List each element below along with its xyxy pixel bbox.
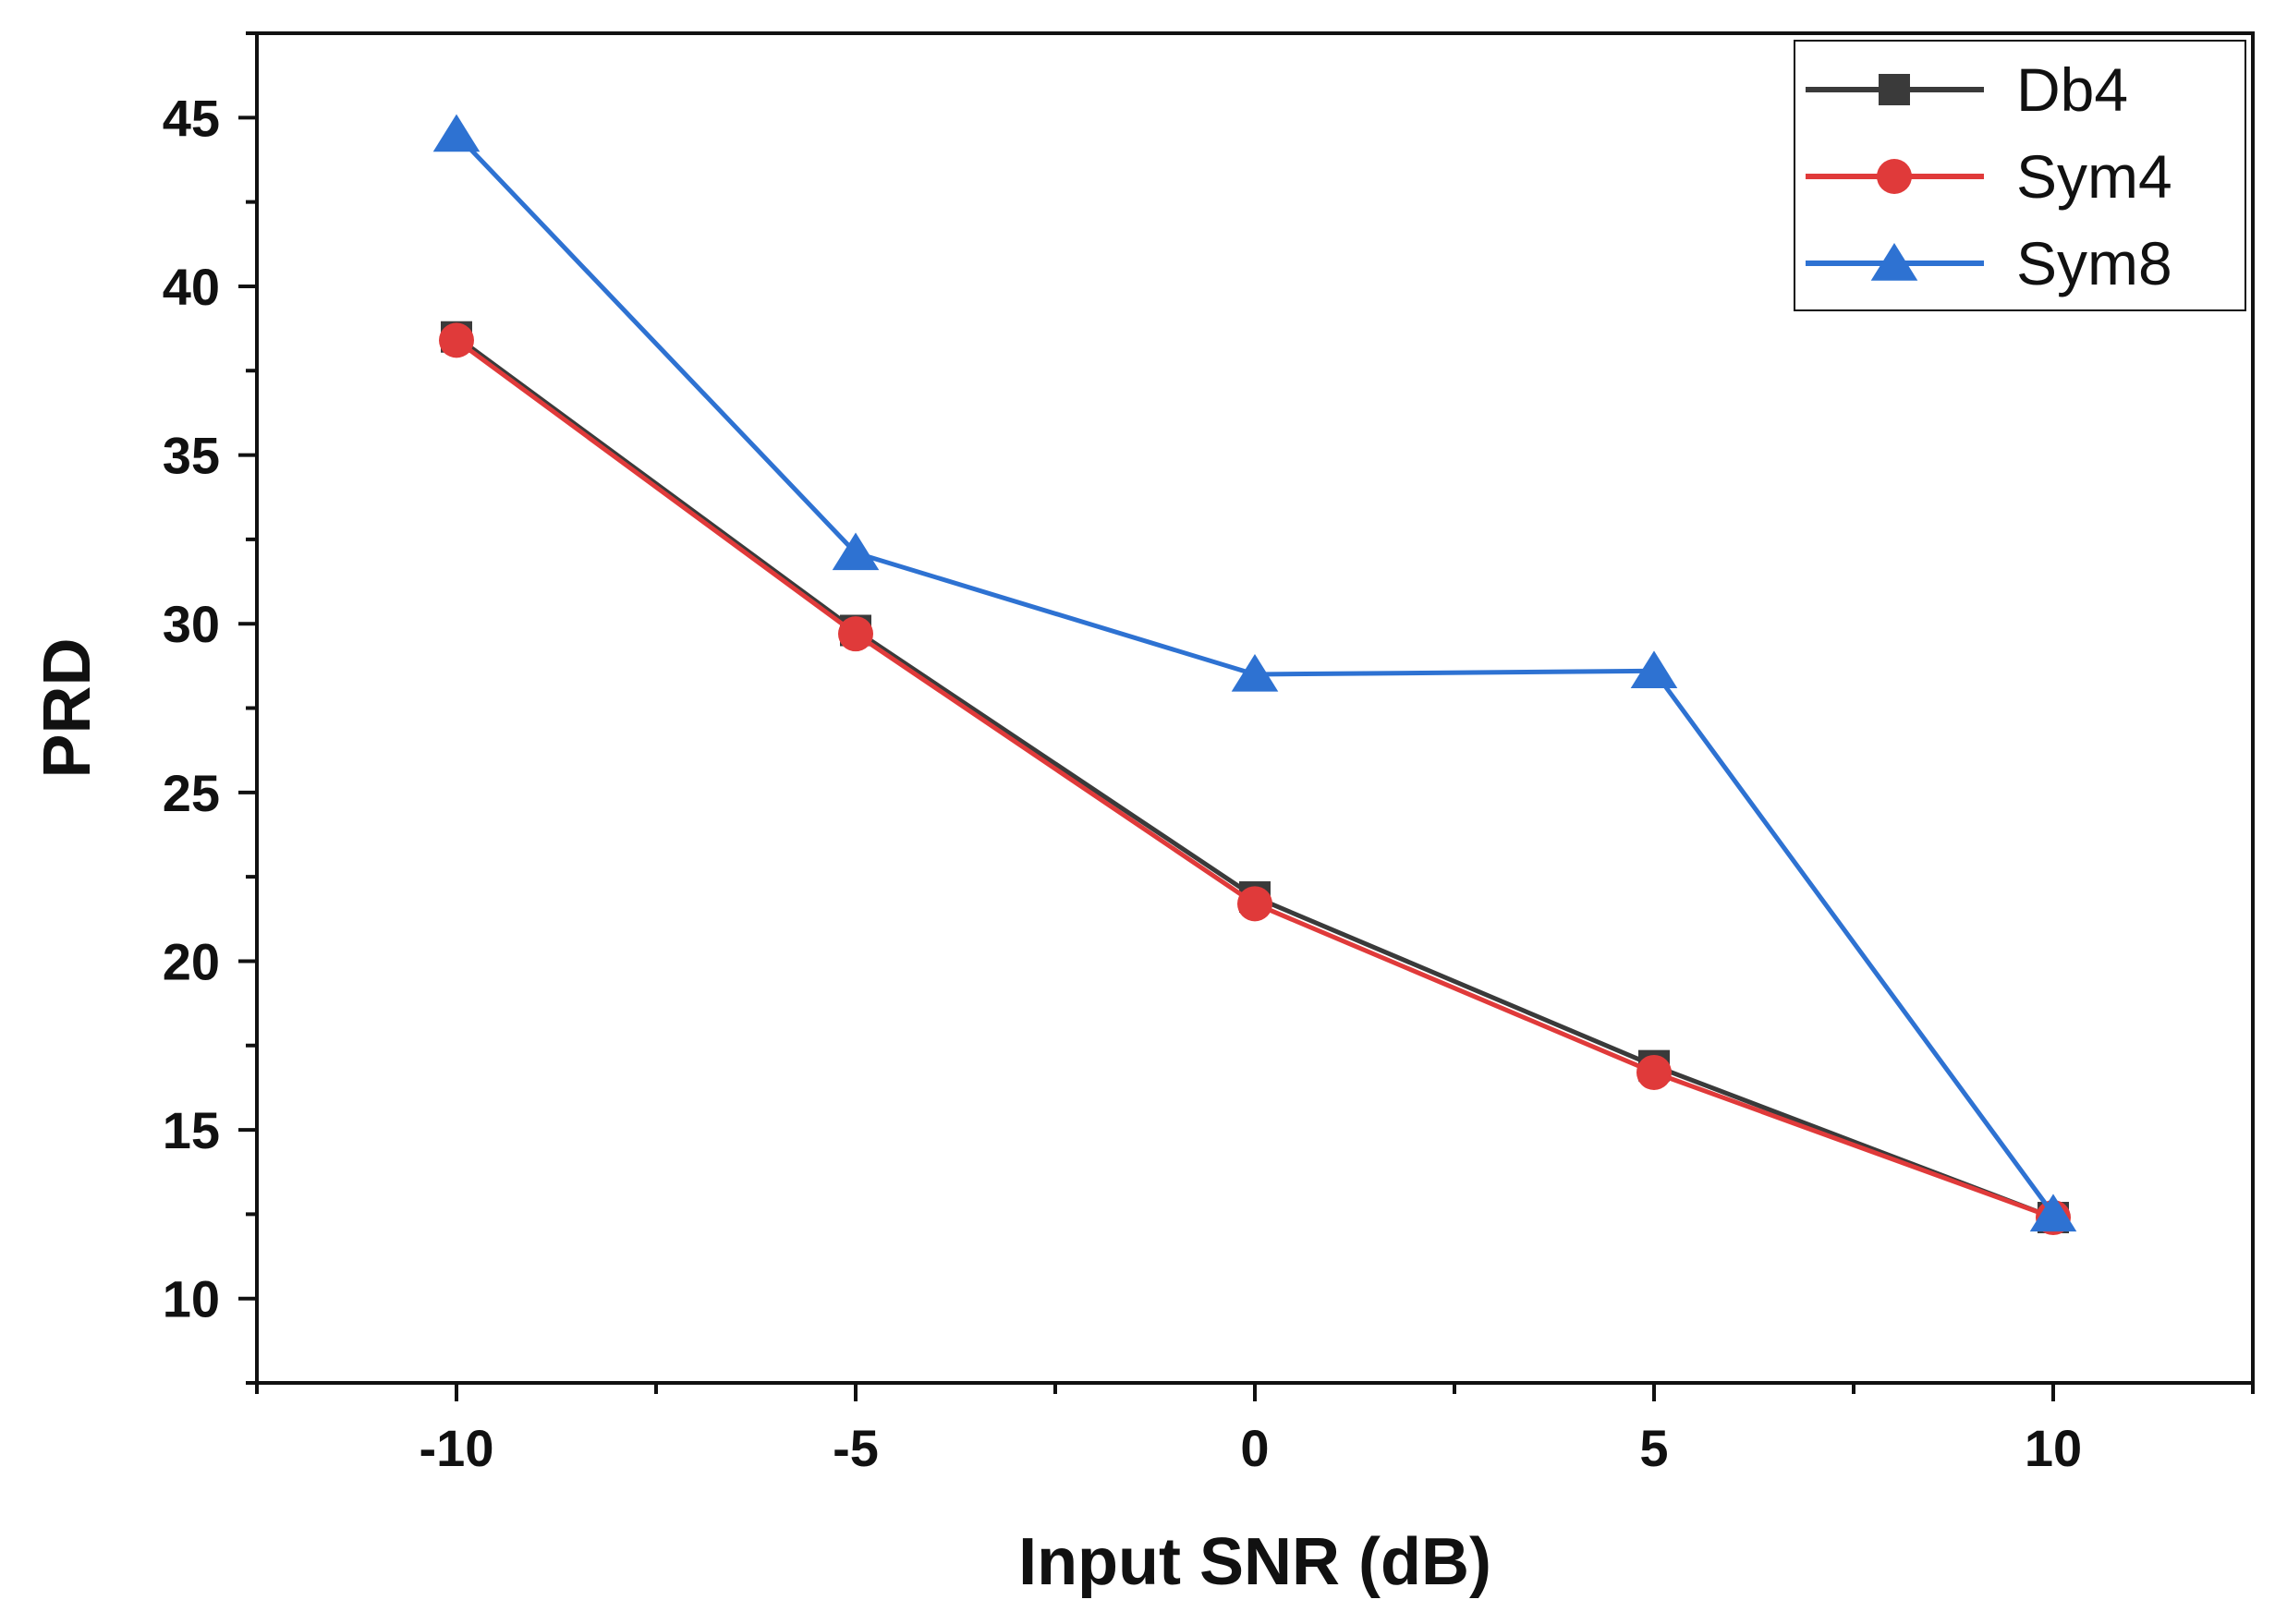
x-axis-ticks: -10 -5 0 5 10 — [255, 1383, 2255, 1477]
legend: Db4 Sym4 Sym8 — [1794, 40, 2246, 311]
data-point-sym8 — [1630, 650, 1678, 689]
data-point-sym4 — [1636, 1054, 1672, 1090]
data-point-sym8 — [832, 532, 880, 571]
legend-marker-sym8 — [1870, 243, 1918, 281]
data-point-sym4 — [838, 616, 873, 652]
series-layer — [432, 114, 2077, 1236]
y-axis-ticks: 10 15 20 25 30 35 40 45 — [163, 31, 257, 1385]
data-point-sym8 — [2029, 1194, 2077, 1232]
y-tick-label: 35 — [163, 427, 220, 485]
y-axis-title: PRD — [30, 637, 104, 778]
legend-entry-sym4: Sym4 — [1806, 142, 2172, 211]
x-tick-label: 10 — [2025, 1419, 2082, 1477]
data-point-sym4 — [439, 322, 474, 358]
legend-marker-sym4 — [1877, 159, 1912, 194]
data-point-sym8 — [432, 114, 481, 152]
y-tick-label: 20 — [163, 932, 220, 990]
legend-label-sym8: Sym8 — [2016, 229, 2172, 297]
series-db4 — [441, 321, 2069, 1234]
y-tick-label: 45 — [163, 89, 220, 147]
x-tick-label: -5 — [833, 1419, 879, 1477]
y-tick-label: 30 — [163, 595, 220, 653]
y-tick-label: 25 — [163, 764, 220, 822]
y-tick-label: 10 — [163, 1270, 220, 1328]
legend-marker-db4 — [1879, 74, 1910, 105]
x-tick-label: 0 — [1240, 1419, 1269, 1477]
legend-label-db4: Db4 — [2016, 55, 2128, 124]
legend-label-sym4: Sym4 — [2016, 142, 2172, 211]
x-tick-label: 5 — [1639, 1419, 1668, 1477]
series-line-db4 — [455, 334, 2054, 1220]
legend-entry-sym8: Sym8 — [1806, 229, 2172, 297]
legend-entry-db4: Db4 — [1806, 55, 2128, 124]
y-tick-label: 15 — [163, 1101, 220, 1159]
data-point-sym8 — [1231, 653, 1279, 692]
x-tick-label: -10 — [420, 1419, 494, 1477]
series-sym4 — [439, 322, 2071, 1236]
x-axis-title: Input SNR (dB) — [1018, 1525, 1491, 1599]
data-point-sym4 — [1237, 886, 1272, 922]
series-line-sym4 — [455, 338, 2054, 1220]
series-sym8 — [432, 114, 2077, 1232]
y-tick-label: 40 — [163, 258, 220, 316]
